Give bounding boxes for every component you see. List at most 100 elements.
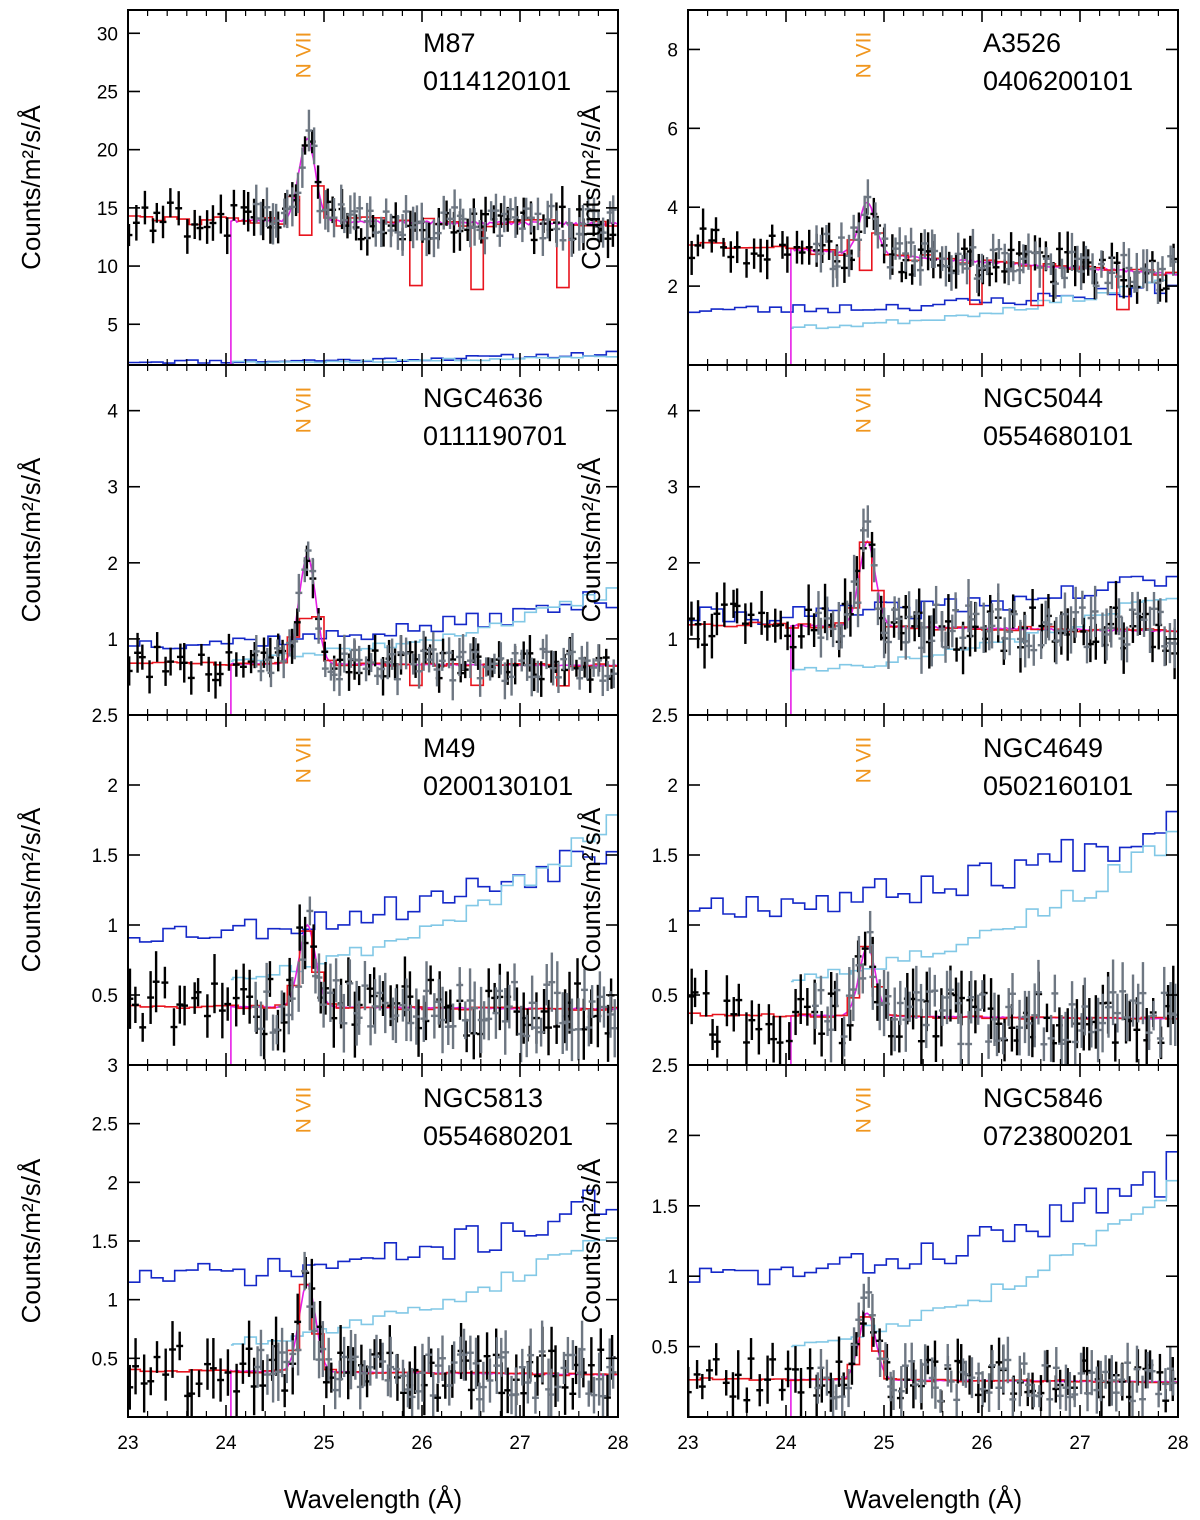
data-point-set1 bbox=[218, 982, 226, 1039]
data-point-set2 bbox=[423, 221, 431, 257]
data-point-set1 bbox=[187, 661, 195, 695]
data-point-set2 bbox=[496, 974, 503, 1008]
y-tick-label: 2 bbox=[107, 1173, 118, 1194]
object-name: NGC4636 bbox=[423, 383, 543, 413]
data-point-set2 bbox=[367, 1007, 375, 1046]
data-point-set2 bbox=[1139, 1375, 1146, 1417]
data-point-set2 bbox=[1083, 630, 1091, 664]
data-point-set1 bbox=[1111, 1023, 1119, 1062]
data-point-set1 bbox=[504, 1367, 512, 1414]
data-point-set2 bbox=[599, 665, 607, 697]
data-point-set2 bbox=[528, 203, 535, 233]
data-point-set2 bbox=[1066, 1371, 1074, 1417]
data-point-set2 bbox=[563, 992, 571, 1051]
data-point-set2 bbox=[446, 208, 454, 230]
data-point-set1 bbox=[209, 1338, 217, 1399]
data-point-set1 bbox=[128, 968, 134, 1029]
data-point-set1 bbox=[722, 1370, 730, 1396]
data-point-set2 bbox=[815, 591, 822, 635]
data-point-set1 bbox=[141, 190, 149, 225]
data-point-set2 bbox=[1139, 962, 1147, 1025]
y-tick-label: 10 bbox=[97, 257, 118, 278]
data-point-set2 bbox=[355, 645, 363, 675]
data-point-set1 bbox=[1001, 259, 1009, 284]
data-point-set2 bbox=[274, 1342, 282, 1401]
data-point-set2 bbox=[953, 1383, 961, 1416]
data-point-set1 bbox=[246, 969, 254, 1024]
data-point-set2 bbox=[855, 222, 863, 258]
data-point-set1 bbox=[779, 231, 786, 259]
data-point-set2 bbox=[547, 1368, 555, 1417]
x-tick-label: 28 bbox=[607, 1433, 628, 1454]
data-point-set1 bbox=[520, 1366, 528, 1417]
data-point-set1 bbox=[434, 1383, 442, 1412]
data-point-set2 bbox=[1016, 256, 1024, 285]
data-point-set2 bbox=[1133, 1345, 1141, 1393]
data-point-set2 bbox=[321, 660, 329, 678]
data-point-set2 bbox=[1045, 608, 1053, 641]
data-point-set2 bbox=[854, 578, 862, 628]
data-point-set2 bbox=[404, 1371, 412, 1408]
observation-id: 0554680201 bbox=[423, 1121, 573, 1151]
data-point-set2 bbox=[512, 196, 519, 238]
data-point-set2 bbox=[315, 613, 323, 644]
y-tick-label: 0.5 bbox=[92, 986, 118, 1007]
data-point-set1 bbox=[776, 1015, 784, 1065]
data-point-set1 bbox=[706, 1359, 713, 1382]
data-point-set1 bbox=[713, 592, 721, 636]
data-point-set2 bbox=[1109, 959, 1117, 1026]
data-point-set1 bbox=[768, 224, 776, 247]
y-tick-label: 15 bbox=[97, 199, 118, 220]
n-vii-label: N VII bbox=[292, 387, 315, 434]
data-point-set2 bbox=[906, 991, 914, 1022]
panel-ngc5813: 23 24 25 26 27 28 0.5 1 1.5 2 2.5 3 Counts/m²/s/Å N V… bbox=[16, 1056, 629, 1454]
data-point-set2 bbox=[272, 203, 280, 238]
data-point-set2 bbox=[1009, 973, 1016, 1015]
data-point-set2 bbox=[585, 1008, 593, 1047]
data-point-set2 bbox=[864, 505, 872, 538]
data-point-set2 bbox=[330, 658, 338, 692]
observation-id: 0114120101 bbox=[423, 66, 571, 96]
data-point-set1 bbox=[203, 210, 211, 244]
data-point-set2 bbox=[583, 641, 591, 680]
data-point-set2 bbox=[869, 943, 877, 1010]
data-point-set2 bbox=[388, 638, 396, 670]
data-point-set1 bbox=[540, 988, 548, 1034]
data-point-set2 bbox=[1047, 253, 1055, 276]
data-point-set2 bbox=[975, 1362, 983, 1384]
data-point-set2 bbox=[1078, 590, 1086, 625]
data-point-set1 bbox=[747, 602, 755, 628]
data-point-set1 bbox=[301, 136, 309, 155]
data-point-set2 bbox=[849, 958, 857, 1022]
data-point-set1 bbox=[197, 643, 205, 666]
data-point-set2 bbox=[549, 650, 557, 686]
data-point-set2 bbox=[1108, 1355, 1116, 1406]
data-point-set2 bbox=[399, 988, 407, 1022]
data-point-set2 bbox=[1005, 253, 1013, 286]
data-point-set1 bbox=[895, 1020, 903, 1053]
data-point-set1 bbox=[597, 1328, 605, 1372]
plot-area bbox=[688, 505, 1178, 715]
data-point-set2 bbox=[305, 109, 313, 152]
data-point-set1 bbox=[225, 633, 233, 671]
data-point-set2 bbox=[539, 638, 547, 660]
data-point-set2 bbox=[547, 193, 555, 219]
data-point-set2 bbox=[1058, 1014, 1065, 1065]
data-point-set1 bbox=[259, 1360, 267, 1412]
data-point-set2 bbox=[263, 962, 271, 1021]
data-point-set1 bbox=[366, 973, 374, 1004]
data-point-set2 bbox=[1072, 586, 1080, 638]
data-point-set2 bbox=[331, 1370, 339, 1410]
data-point-set2 bbox=[829, 250, 837, 288]
data-point-set2 bbox=[394, 663, 401, 696]
data-point-set2 bbox=[1062, 1011, 1069, 1065]
data-point-set2 bbox=[864, 179, 872, 215]
data-point-set2 bbox=[568, 998, 576, 1062]
data-point-set2 bbox=[1105, 976, 1112, 1038]
data-point-set1 bbox=[483, 1332, 491, 1381]
data-point-set2 bbox=[995, 239, 1003, 260]
y-tick-label: 2.5 bbox=[652, 706, 678, 727]
data-point-set2 bbox=[497, 642, 505, 675]
data-point-set2 bbox=[471, 208, 479, 246]
